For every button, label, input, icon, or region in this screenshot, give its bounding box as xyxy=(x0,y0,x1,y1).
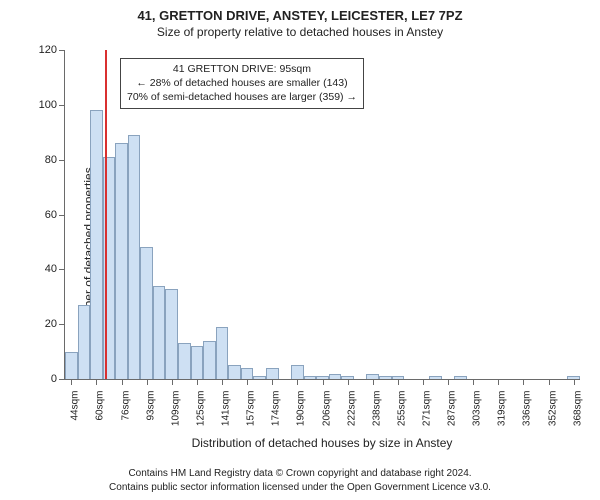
footer-line-1: Contains HM Land Registry data © Crown c… xyxy=(0,467,600,481)
x-tick xyxy=(373,379,374,385)
annotation-box: 41 GRETTON DRIVE: 95sqm← 28% of detached… xyxy=(120,58,364,109)
bar xyxy=(115,143,128,379)
bar xyxy=(191,346,204,379)
x-tick-label: 174sqm xyxy=(271,391,282,427)
bar xyxy=(128,135,141,379)
y-tick-label: 120 xyxy=(39,44,57,56)
y-tick-label: 100 xyxy=(39,99,57,111)
x-axis-label: Distribution of detached houses by size … xyxy=(64,436,580,450)
footer-line-2: Contains public sector information licen… xyxy=(0,481,600,495)
x-tick-label: 125sqm xyxy=(195,391,206,427)
bar xyxy=(153,286,166,379)
bar xyxy=(216,327,229,379)
x-tick-label: 319sqm xyxy=(497,391,508,427)
y-tick-label: 80 xyxy=(45,154,57,166)
x-tick xyxy=(398,379,399,385)
bar xyxy=(304,376,317,379)
bar xyxy=(429,376,442,379)
chart-title: 41, GRETTON DRIVE, ANSTEY, LEICESTER, LE… xyxy=(0,8,600,23)
annotation-line-3: 70% of semi-detached houses are larger (… xyxy=(127,90,357,104)
x-tick xyxy=(423,379,424,385)
x-tick xyxy=(71,379,72,385)
y-tick xyxy=(59,105,65,106)
bar xyxy=(90,110,103,379)
x-tick xyxy=(448,379,449,385)
bar xyxy=(253,376,266,379)
bar xyxy=(65,352,78,379)
bar xyxy=(241,368,254,379)
x-tick xyxy=(172,379,173,385)
x-tick-label: 336sqm xyxy=(522,391,533,427)
y-tick-label: 20 xyxy=(45,318,57,330)
x-tick-label: 287sqm xyxy=(447,391,458,427)
bar xyxy=(379,376,392,379)
x-tick-label: 206sqm xyxy=(321,391,332,427)
annotation-line-2: ← 28% of detached houses are smaller (14… xyxy=(127,76,357,90)
y-tick-label: 40 xyxy=(45,263,57,275)
y-tick xyxy=(59,160,65,161)
x-tick xyxy=(574,379,575,385)
x-tick-label: 76sqm xyxy=(120,391,131,421)
chart-subtitle: Size of property relative to detached ho… xyxy=(0,25,600,39)
bar xyxy=(329,374,342,379)
x-tick xyxy=(96,379,97,385)
footer: Contains HM Land Registry data © Crown c… xyxy=(0,467,600,494)
x-tick-label: 368sqm xyxy=(572,391,583,427)
x-tick xyxy=(147,379,148,385)
x-tick xyxy=(297,379,298,385)
bar xyxy=(165,289,178,379)
bar xyxy=(291,365,304,379)
x-tick-label: 109sqm xyxy=(170,391,181,427)
x-tick xyxy=(348,379,349,385)
bar xyxy=(78,305,91,379)
chart-container: 41, GRETTON DRIVE, ANSTEY, LEICESTER, LE… xyxy=(0,0,600,500)
y-tick xyxy=(59,50,65,51)
bar xyxy=(140,247,153,379)
y-tick xyxy=(59,379,65,380)
x-tick-label: 255sqm xyxy=(396,391,407,427)
bar xyxy=(266,368,279,379)
x-tick-label: 157sqm xyxy=(246,391,257,427)
y-tick xyxy=(59,269,65,270)
y-tick xyxy=(59,215,65,216)
annotation-title: 41 GRETTON DRIVE: 95sqm xyxy=(127,62,357,76)
y-tick-label: 60 xyxy=(45,209,57,221)
x-tick xyxy=(272,379,273,385)
x-tick xyxy=(197,379,198,385)
x-tick xyxy=(498,379,499,385)
bar xyxy=(203,341,216,379)
bar xyxy=(454,376,467,379)
x-tick-label: 44sqm xyxy=(70,391,81,421)
x-tick-label: 93sqm xyxy=(145,391,156,421)
y-tick-label: 0 xyxy=(51,373,57,385)
y-tick xyxy=(59,324,65,325)
plot-area: 02040608010012044sqm60sqm76sqm93sqm109sq… xyxy=(64,50,580,380)
x-tick-label: 141sqm xyxy=(221,391,232,427)
x-tick-label: 271sqm xyxy=(421,391,432,427)
x-tick xyxy=(549,379,550,385)
x-tick-label: 352sqm xyxy=(547,391,558,427)
x-tick-label: 238sqm xyxy=(371,391,382,427)
titles: 41, GRETTON DRIVE, ANSTEY, LEICESTER, LE… xyxy=(0,8,600,39)
x-tick-label: 190sqm xyxy=(296,391,307,427)
x-tick-label: 60sqm xyxy=(95,391,106,421)
x-tick xyxy=(523,379,524,385)
marker-line xyxy=(105,50,107,379)
x-tick xyxy=(122,379,123,385)
x-tick xyxy=(247,379,248,385)
bar xyxy=(178,343,191,379)
x-tick-label: 222sqm xyxy=(346,391,357,427)
x-tick-label: 303sqm xyxy=(472,391,483,427)
x-tick xyxy=(323,379,324,385)
x-tick xyxy=(473,379,474,385)
x-tick xyxy=(222,379,223,385)
bar xyxy=(228,365,241,379)
